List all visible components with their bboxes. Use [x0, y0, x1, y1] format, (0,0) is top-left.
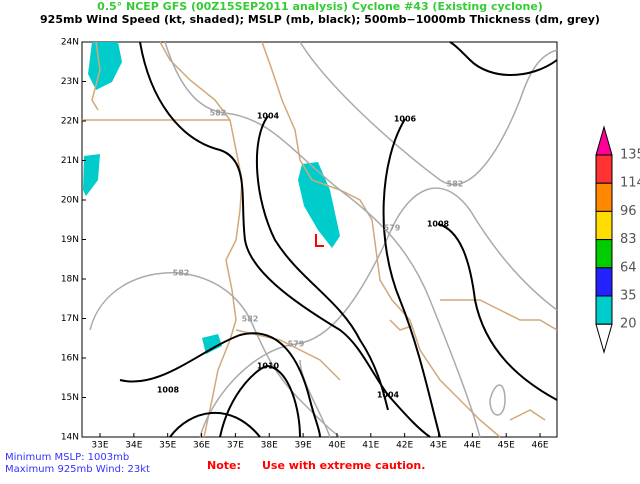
wind-shade: [298, 162, 340, 248]
colorbar-label: 114: [620, 176, 640, 191]
axes: 33E 34E 35E 36E 37E 38E 39E 40E 41E 42E 43E 44E 45E 4…: [61, 38, 549, 451]
contour-label: 582: [173, 269, 190, 278]
lon-label: 36E: [193, 441, 210, 451]
colorbar: 135 114 96 83 64 35 20: [595, 125, 640, 355]
lon-label: 45E: [498, 441, 515, 451]
lon-label: 46E: [531, 441, 548, 451]
lon-label: 42E: [396, 441, 413, 451]
min-mslp: Minimum MSLP: 1003mb: [5, 452, 129, 463]
subtitle: 925mb Wind Speed (kt, shaded); MSLP (mb,…: [40, 13, 600, 26]
colorbar-label: 64: [620, 260, 637, 275]
lon-label: 43E: [430, 441, 447, 451]
contour-label: 582: [447, 180, 464, 189]
lat-label: 18N: [61, 275, 79, 285]
colorbar-label: 135: [620, 148, 640, 163]
lon-label: 38E: [261, 441, 278, 451]
contour-label: 1006: [394, 115, 417, 124]
colorbar-segment: [595, 295, 613, 325]
contour-label: 579: [384, 224, 401, 233]
coastline: [82, 41, 558, 438]
colorbar-label: 96: [620, 204, 637, 219]
colorbar-segment: [595, 239, 613, 269]
thickness-contour: [89, 41, 558, 438]
contour-label: 579: [288, 340, 305, 349]
lon-label: 40E: [328, 441, 345, 451]
map: 582 1004 1006 582 1008 579 582 582 579 1…: [81, 41, 558, 438]
title: 0.5° NCEP GFS (00Z15SEP2011 analysis) Cy…: [97, 0, 543, 13]
cyclone-center: [315, 234, 324, 247]
colorbar-cap: [595, 125, 613, 156]
max-wind: Maximum 925mb Wind: 23kt: [5, 464, 150, 475]
wind-shade: [88, 42, 122, 90]
contour-label: 582: [210, 109, 227, 118]
contour-label: 1004: [377, 391, 400, 400]
contour-label: 1008: [157, 386, 180, 395]
note-text: Use with extreme caution.: [262, 459, 425, 472]
lon-label: 39E: [295, 441, 312, 451]
lon-label: 41E: [362, 441, 379, 451]
colorbar-label: 83: [620, 232, 637, 247]
lat-label: 22N: [61, 117, 79, 127]
lon-label: 34E: [125, 441, 142, 451]
contour-label: 1004: [257, 112, 280, 121]
lon-label: 37E: [227, 441, 244, 451]
lat-label: 20N: [61, 196, 79, 206]
wind-shade: [83, 154, 100, 196]
contour-label: 1010: [257, 362, 280, 371]
lat-label: 23N: [61, 77, 79, 87]
contour-label: 1008: [427, 220, 450, 229]
colorbar-label: 20: [620, 317, 637, 332]
colorbar-segment: [595, 210, 613, 241]
lat-label: 15N: [61, 393, 79, 403]
lat-label: 17N: [61, 314, 79, 324]
note-label: Note:: [207, 459, 241, 472]
lon-label: 44E: [464, 441, 481, 451]
wind-shade: [202, 334, 222, 354]
colorbar-segment: [595, 267, 613, 297]
lat-label: 14N: [61, 433, 79, 443]
lon-label: 33E: [91, 441, 108, 451]
lon-label: 35E: [159, 441, 176, 451]
colorbar-segment: [595, 182, 613, 212]
lat-label: 21N: [61, 156, 79, 166]
lat-label: 24N: [61, 38, 79, 48]
colorbar-cap: [595, 323, 613, 355]
pressure-contour: [119, 41, 558, 438]
lat-label: 16N: [61, 354, 79, 364]
lat-label: 19N: [61, 235, 79, 245]
colorbar-label: 35: [620, 289, 637, 304]
map-frame: [81, 41, 558, 438]
colorbar-segment: [595, 154, 613, 184]
contour-label: 582: [242, 315, 259, 324]
